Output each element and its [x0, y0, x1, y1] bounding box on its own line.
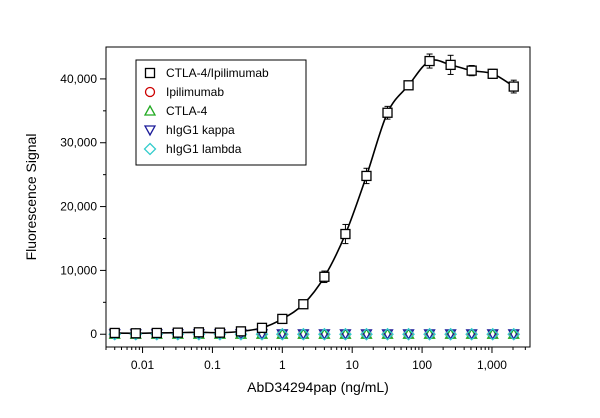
data-point — [466, 65, 477, 76]
legend-marker — [143, 125, 157, 137]
data-point — [445, 59, 456, 71]
data-point — [130, 328, 141, 339]
y-tick-label: 10,000 — [60, 263, 97, 277]
legend-label: hIgG1 kappa — [166, 123, 235, 137]
data-point — [381, 329, 394, 341]
data-point — [214, 327, 226, 338]
x-tick-label: 1,000 — [477, 358, 507, 372]
legend-marker — [144, 67, 156, 79]
data-point — [109, 327, 120, 339]
data-point — [402, 329, 415, 341]
data-point — [319, 271, 330, 282]
data-point — [382, 107, 393, 118]
data-point — [423, 329, 436, 341]
data-point — [276, 329, 289, 341]
data-point — [465, 329, 478, 341]
data-point — [381, 327, 394, 341]
y-tick-label: 20,000 — [60, 200, 97, 214]
legend: CTLA-4/Ipilimumab Ipilimumab CTLA-4 hIgG1 k… — [135, 59, 307, 166]
y-tick-label: 30,000 — [60, 136, 97, 150]
data-point — [275, 327, 289, 341]
legend-label: CTLA-4/Ipilimumab — [166, 66, 269, 80]
legend-marker — [143, 104, 157, 116]
data-point — [507, 329, 520, 341]
series-square — [109, 53, 519, 339]
data-point — [507, 327, 521, 341]
data-point — [361, 170, 372, 182]
data-point — [297, 329, 310, 341]
data-point — [486, 329, 499, 341]
data-point — [339, 329, 352, 341]
data-point — [151, 327, 162, 339]
data-point — [172, 327, 183, 338]
legend-marker — [143, 142, 157, 156]
y-axis-title: Fluorescence Signal — [23, 134, 39, 261]
data-point — [235, 326, 247, 337]
legend-box — [135, 59, 307, 166]
data-point — [193, 327, 205, 338]
data-point — [298, 299, 309, 310]
data-point — [403, 80, 414, 91]
data-point — [339, 327, 352, 341]
legend-label: Ipilimumab — [166, 85, 224, 99]
data-point — [424, 55, 435, 67]
data-point — [444, 329, 457, 341]
legend-label: CTLA-4 — [166, 104, 208, 118]
legend-marker — [144, 86, 156, 98]
x-axis-title: AbD34294pap (ng/mL) — [247, 379, 389, 395]
plot-frame — [105, 46, 531, 348]
data-point — [318, 329, 331, 341]
series-triangle-down — [108, 329, 520, 341]
data-point — [486, 327, 500, 341]
data-point — [423, 327, 437, 341]
data-point — [360, 327, 373, 341]
data-point — [256, 322, 268, 334]
x-tick-label: 0.1 — [204, 358, 221, 372]
series-diamond — [108, 327, 521, 341]
x-tick-label: 0.01 — [131, 358, 155, 372]
data-point — [465, 327, 479, 341]
y-tick-label: 40,000 — [60, 72, 97, 86]
series-triangle-up — [108, 327, 520, 339]
data-point — [444, 327, 458, 341]
data-point — [487, 68, 498, 79]
data-points — [108, 53, 521, 341]
y-tick-label: 0 — [90, 327, 97, 341]
data-point — [317, 327, 331, 341]
x-tick-label: 10 — [346, 358, 360, 372]
data-point — [340, 228, 351, 240]
data-point — [360, 329, 373, 341]
data-point — [277, 313, 288, 325]
data-point — [296, 327, 310, 341]
legend-label: hIgG1 lambda — [166, 142, 242, 156]
x-tick-label: 100 — [412, 358, 432, 372]
data-point — [508, 81, 519, 92]
x-tick-label: 1 — [279, 358, 286, 372]
data-point — [402, 327, 415, 341]
